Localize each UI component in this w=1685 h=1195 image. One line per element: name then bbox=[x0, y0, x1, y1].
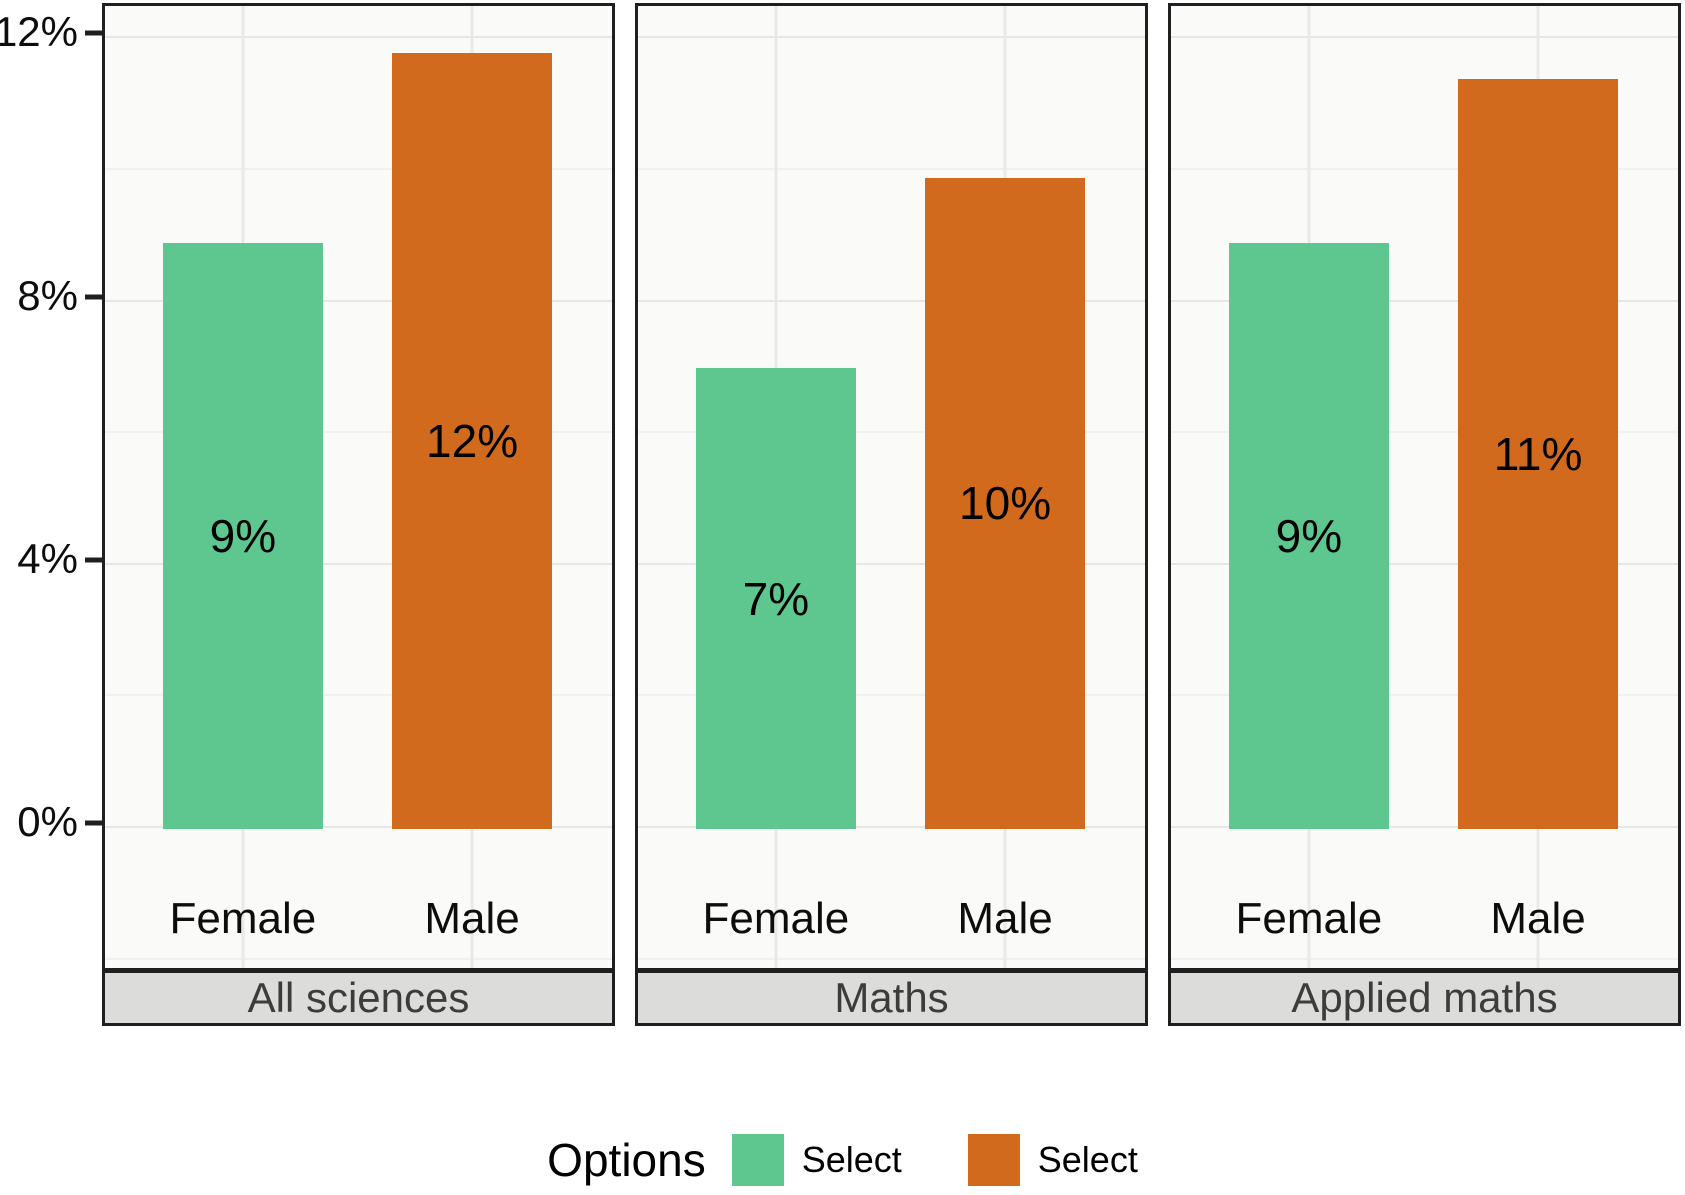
x-category-label: Female bbox=[702, 894, 850, 943]
gridline-minor bbox=[105, 431, 612, 434]
y-tick-label: 8% bbox=[17, 271, 78, 319]
facet: 9% Female 12% Male All sciences bbox=[102, 3, 615, 1026]
bar-value-label: 10% bbox=[959, 477, 1052, 530]
gridline-minor bbox=[105, 168, 612, 170]
gridline-minor bbox=[638, 431, 1145, 434]
facet: 9% Female 11% Male Applied maths bbox=[1168, 3, 1681, 1026]
bar-value-label: 7% bbox=[742, 572, 810, 625]
gridline-major bbox=[1171, 299, 1678, 302]
gridline-minor bbox=[638, 694, 1145, 697]
y-tick-label: 0% bbox=[17, 798, 78, 846]
x-category-label: Male bbox=[957, 894, 1053, 943]
gridline-minor bbox=[638, 957, 1145, 960]
y-tick-label: 4% bbox=[17, 534, 78, 582]
gridline-major bbox=[105, 826, 612, 828]
gridline-major bbox=[1171, 562, 1678, 565]
facet-panel: 7% Female 10% Male bbox=[635, 3, 1148, 968]
gridline-major bbox=[638, 36, 1145, 39]
y-tick-mark bbox=[85, 557, 102, 563]
legend-title: Options bbox=[547, 1134, 706, 1186]
x-category-label: Female bbox=[169, 894, 317, 943]
y-tick-mark bbox=[85, 30, 102, 36]
bar-value-label: 11% bbox=[1493, 427, 1583, 480]
bar-female bbox=[1228, 243, 1389, 829]
gridline-minor bbox=[1171, 168, 1678, 170]
bar-male bbox=[1457, 78, 1619, 829]
facet-panel: 9% Female 12% Male bbox=[102, 3, 615, 968]
gridline-major bbox=[638, 826, 1145, 828]
legend-item-label: Select bbox=[801, 1139, 902, 1180]
gridline-major bbox=[1171, 36, 1678, 39]
gridline-minor bbox=[638, 168, 1145, 170]
bar-female bbox=[695, 368, 856, 829]
gridline-major bbox=[105, 36, 612, 39]
x-category-label: Male bbox=[1490, 894, 1586, 943]
legend-key-swatch bbox=[731, 1134, 784, 1186]
facet: 7% Female 10% Male Maths bbox=[635, 3, 1148, 1026]
facet-strip: Applied maths bbox=[1168, 968, 1681, 1026]
gridline-minor bbox=[105, 694, 612, 697]
gridline-major bbox=[105, 562, 612, 565]
bar-male bbox=[924, 177, 1086, 829]
bar-value-label: 12% bbox=[426, 414, 519, 467]
bar-value-label: 9% bbox=[1275, 510, 1343, 563]
gridline-major bbox=[1171, 826, 1678, 828]
x-category-label: Female bbox=[1235, 894, 1383, 943]
gridline-major bbox=[638, 299, 1145, 302]
legend-key-swatch bbox=[967, 1134, 1020, 1186]
legend-item-label: Select bbox=[1037, 1139, 1138, 1180]
gridline-minor bbox=[1171, 694, 1678, 697]
gridline-minor bbox=[1171, 431, 1678, 434]
facet-panel: 9% Female 11% Male bbox=[1168, 3, 1681, 968]
bar-value-label: 9% bbox=[209, 510, 277, 563]
y-tick-label: 12% bbox=[0, 8, 78, 56]
gridline-major bbox=[105, 299, 612, 302]
gridline-major bbox=[638, 562, 1145, 565]
bar-female bbox=[162, 243, 323, 829]
y-tick-mark bbox=[85, 294, 102, 300]
y-tick-mark bbox=[85, 820, 102, 826]
y-axis: 12% 8% 4% 0% bbox=[0, 3, 102, 968]
gridline-minor bbox=[105, 957, 612, 960]
facet-strip: Maths bbox=[635, 968, 1148, 1026]
gridline-minor bbox=[1171, 957, 1678, 960]
x-category-label: Male bbox=[424, 894, 520, 943]
legend: Options Select Select bbox=[0, 1128, 1685, 1192]
legend-item: Select bbox=[731, 1134, 968, 1186]
legend-item: Select bbox=[967, 1134, 1138, 1186]
facet-panels: 9% Female 12% Male All sciences 7% Female 10% Ma… bbox=[102, 3, 1681, 1026]
bar-male bbox=[391, 52, 553, 829]
facet-strip: All sciences bbox=[102, 968, 615, 1026]
